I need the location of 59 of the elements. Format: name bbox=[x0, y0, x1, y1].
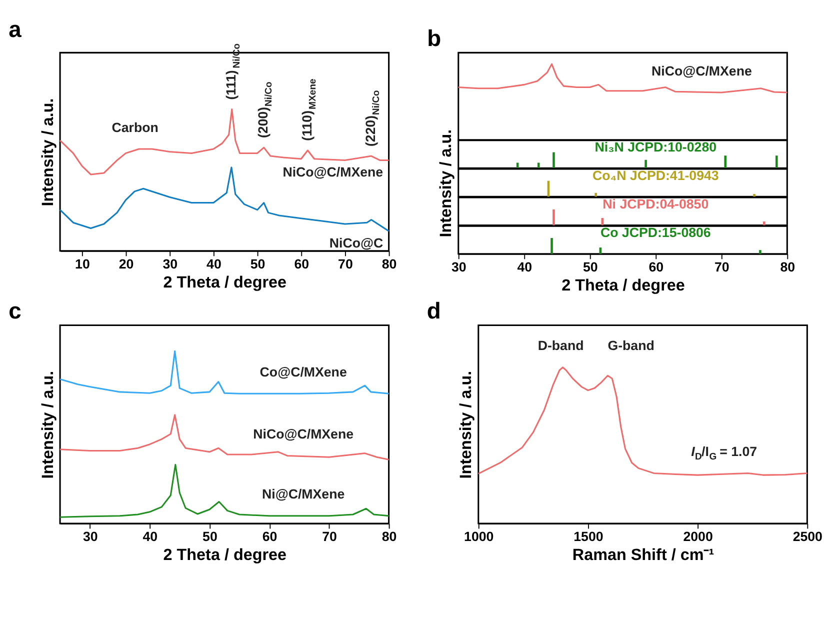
y-axis-title: Intensity / a.u. bbox=[38, 370, 57, 479]
x-tick-label: 40 bbox=[206, 256, 222, 272]
bar bbox=[516, 162, 519, 168]
x-tick-label: 50 bbox=[250, 256, 266, 272]
x-tick-label: 80 bbox=[382, 256, 397, 272]
x-tick-label: 80 bbox=[780, 260, 796, 275]
chart-title: d bbox=[426, 298, 441, 324]
x-tick-label: 40 bbox=[517, 260, 532, 275]
y-axis-title: Intensity / a.u. bbox=[437, 129, 456, 238]
chart-title: c bbox=[8, 298, 22, 324]
annotation: (220)Ni/Co bbox=[363, 90, 382, 147]
x-tick-label: 1000 bbox=[464, 529, 494, 544]
annotation: Carbon bbox=[112, 120, 158, 135]
x-tick-label: 50 bbox=[202, 529, 218, 544]
x-axis-title: Raman Shift / cm⁻¹ bbox=[572, 546, 714, 564]
x-tick-label: 30 bbox=[451, 260, 466, 275]
bar bbox=[537, 162, 540, 168]
series-label: NiCo@C/MXene bbox=[253, 426, 354, 442]
x-tick-label: 70 bbox=[338, 256, 353, 272]
x-tick-label: 60 bbox=[294, 256, 310, 272]
annotation: (110)MXene bbox=[300, 78, 318, 141]
x-axis-title: 2 Theta / degree bbox=[163, 274, 287, 292]
x-tick-label: 70 bbox=[714, 260, 730, 275]
x-tick-label: 1500 bbox=[574, 529, 604, 544]
x-tick-label: 40 bbox=[142, 529, 158, 544]
series-label: Co@C/MXene bbox=[260, 364, 347, 380]
x-tick-label: 50 bbox=[582, 260, 598, 275]
annotation: G-band bbox=[608, 338, 654, 354]
annotation: (111)Ni/Co bbox=[224, 43, 243, 100]
x-tick-label: 30 bbox=[162, 256, 178, 272]
series-label: Co JCPD:15-0806 bbox=[600, 225, 711, 240]
x-tick-label: 70 bbox=[322, 529, 337, 544]
series-label: Ni@C/MXene bbox=[262, 486, 345, 502]
series-label: NiCo@C/MXene bbox=[651, 63, 752, 78]
bar bbox=[724, 156, 726, 168]
x-tick-label: 80 bbox=[382, 529, 397, 544]
series-label: Co₄N JCPD:41-0943 bbox=[592, 168, 719, 183]
chart-title: b bbox=[427, 25, 442, 52]
x-tick-label: 10 bbox=[75, 256, 90, 272]
annotation: (200)Ni/Co bbox=[256, 82, 275, 138]
x-tick-label: 20 bbox=[118, 256, 134, 272]
x-tick-label: 2500 bbox=[792, 529, 822, 544]
annotation: D-band bbox=[538, 338, 584, 354]
x-tick-label: 60 bbox=[262, 529, 278, 544]
x-axis-title: 2 Theta / degree bbox=[163, 546, 287, 564]
y-axis-title: Intensity / a.u. bbox=[457, 370, 476, 479]
bar bbox=[776, 156, 778, 168]
series-label: NiCo@C bbox=[329, 235, 384, 250]
chart-title: a bbox=[8, 16, 22, 42]
x-axis-title: 2 Theta / degree bbox=[562, 276, 685, 295]
y-axis-title: Intensity / a.u. bbox=[38, 98, 57, 206]
series-label: NiCo@C/MXene bbox=[282, 164, 384, 180]
x-tick-label: 60 bbox=[648, 260, 664, 275]
series-label: Ni JCPD:04-0850 bbox=[602, 196, 709, 212]
x-tick-label: 2000 bbox=[683, 529, 713, 544]
bar bbox=[552, 152, 555, 168]
bar bbox=[644, 160, 647, 168]
x-tick-label: 30 bbox=[82, 529, 98, 544]
series-label: Ni₃N JCPD:10-0280 bbox=[594, 139, 717, 154]
